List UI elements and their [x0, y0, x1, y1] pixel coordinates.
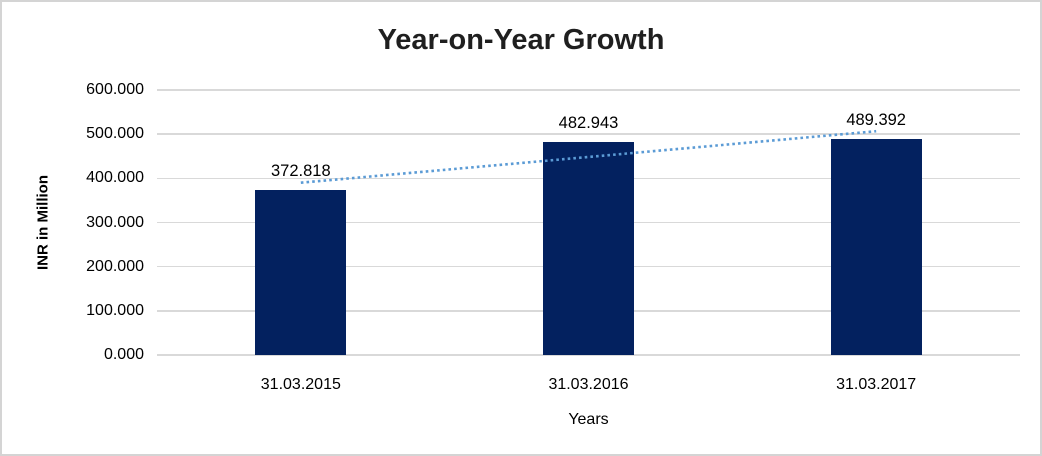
x-tick-label: 31.03.2016 [548, 376, 629, 393]
y-tick-label: 400.000 [86, 169, 144, 187]
gridline [157, 89, 1020, 91]
x-tick-label: 31.03.2017 [836, 376, 917, 393]
data-label: 482.943 [558, 113, 619, 132]
plot-area [157, 89, 1020, 356]
data-label: 489.392 [846, 110, 906, 129]
bar-31.03.2017[interactable] [830, 138, 922, 355]
x-tick-label: 31.03.2015 [260, 376, 341, 393]
y-tick-label: 600.000 [86, 81, 144, 98]
y-tick-label: 300.000 [86, 213, 144, 231]
x-axis-title: Years [568, 411, 609, 428]
linear-trendline[interactable] [300, 129, 877, 185]
y-tick-label: 500.000 [86, 125, 144, 143]
trendline-layer [300, 129, 877, 185]
gridline [157, 133, 1020, 135]
chart-title: Year-on-Year Growth [377, 24, 665, 56]
bar-31.03.2016[interactable] [543, 141, 634, 355]
bar-31.03.2015[interactable] [255, 190, 347, 355]
y-tick-label: 100.000 [86, 301, 144, 319]
data-label: 372.818 [271, 162, 331, 181]
y-tick-label: 0.000 [103, 346, 144, 363]
gridline [157, 354, 1020, 356]
y-tick-label: 200.000 [86, 257, 144, 275]
